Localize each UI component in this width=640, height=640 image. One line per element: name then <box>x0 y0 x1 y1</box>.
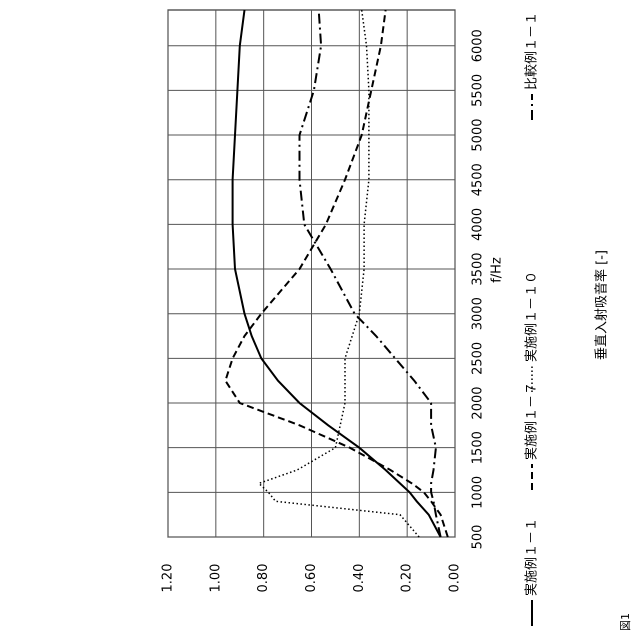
legend-label: 比較例１－１ <box>525 12 540 90</box>
x-tick-label: 4000 <box>471 208 486 241</box>
series-line <box>259 10 419 537</box>
y-tick-label: 0.00 <box>448 564 463 593</box>
x-tick-label: 1000 <box>471 476 486 509</box>
x-tick-label: 2500 <box>471 342 486 375</box>
x-tick-label: 2000 <box>471 386 486 419</box>
y-axis-label: 垂直入射吸音率 [-] <box>594 250 610 360</box>
x-tick-label: 5500 <box>471 74 486 107</box>
legend-label: 実施例１－１ <box>524 518 540 596</box>
legend-label: 実施例１－１０ <box>524 271 540 362</box>
legend-label: 実施例１－７ <box>524 382 540 460</box>
y-tick-label: 0.80 <box>256 564 271 593</box>
x-tick-label: 6000 <box>471 29 486 62</box>
page: {"chart_data": {"type": "line", "figure_… <box>0 0 640 640</box>
x-axis-label: f/Hz <box>490 257 505 283</box>
x-tick-label: 1500 <box>471 431 486 464</box>
x-tick-label: 4500 <box>471 163 486 196</box>
series-line <box>225 10 447 537</box>
legend: 実施例１－１ 実施例１－７ 実施例１－１０ 比較例１－１ <box>524 12 540 626</box>
y-tick-label: 1.20 <box>161 564 176 593</box>
x-tick-label: 3000 <box>471 297 486 330</box>
y-tick-label: 0.60 <box>304 564 319 593</box>
figure-label: 図1 <box>619 613 632 631</box>
x-tick-label: 500 <box>471 525 486 550</box>
y-tick-label: 0.40 <box>352 564 367 593</box>
chart: f/Hz 垂直入射吸音率 [-] 図1 0.00 0.20 0.40 0.60 0.80… <box>0 0 640 640</box>
y-tick-label: 1.00 <box>208 564 223 593</box>
x-tick-label: 5000 <box>471 119 486 152</box>
y-tick-label: 0.20 <box>400 564 415 593</box>
x-tick-label: 3500 <box>471 252 486 285</box>
